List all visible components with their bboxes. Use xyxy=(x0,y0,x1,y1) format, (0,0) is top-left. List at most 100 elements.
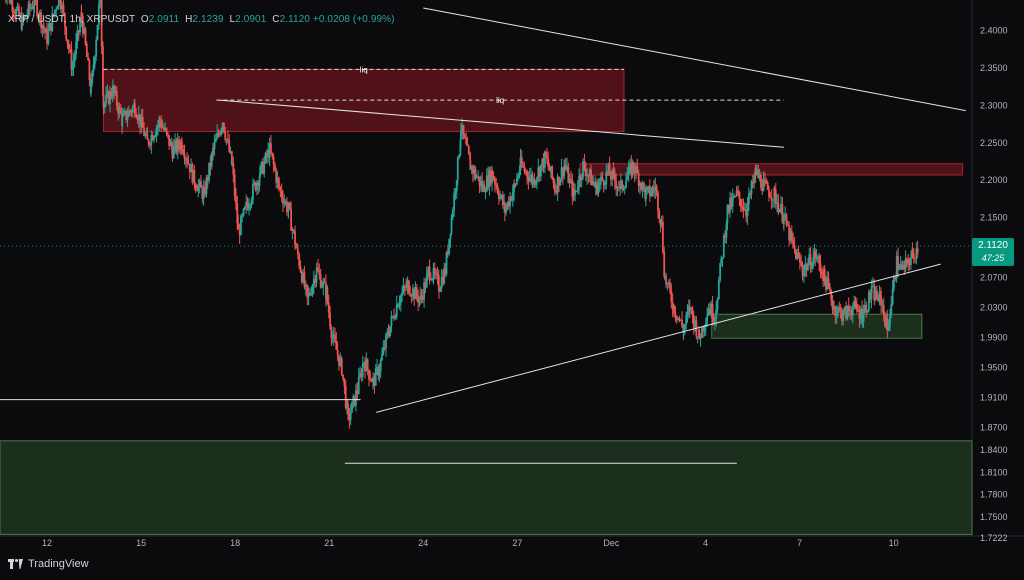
candle-body xyxy=(130,111,133,113)
candle-body xyxy=(867,291,870,311)
candle-body xyxy=(584,169,587,177)
candle-body xyxy=(473,168,476,174)
candle-body xyxy=(379,360,382,372)
candle-body xyxy=(420,295,423,297)
candle-body xyxy=(196,188,198,192)
last-price-badge: 2.1120 47:25 xyxy=(972,238,1014,267)
candle-body xyxy=(242,208,245,216)
candle-body xyxy=(19,15,22,17)
candle-body xyxy=(497,192,500,199)
candle-body xyxy=(67,43,70,50)
candle-body xyxy=(415,287,418,297)
candle-body xyxy=(180,141,183,150)
y-tick-label: 2.2500 xyxy=(980,138,1008,148)
candle-body xyxy=(323,281,326,283)
tradingview-branding[interactable]: TradingView xyxy=(8,558,89,570)
candle-body xyxy=(26,14,29,17)
candle-body xyxy=(528,177,531,181)
candle-body xyxy=(10,0,12,4)
candle-body xyxy=(40,12,42,29)
candle-body xyxy=(507,201,510,207)
candle-body xyxy=(796,252,799,260)
x-tick-label: 27 xyxy=(512,538,522,548)
candle-body xyxy=(488,170,491,188)
candle-body xyxy=(670,290,673,303)
candle-body xyxy=(413,288,416,299)
candle-body xyxy=(635,166,637,174)
candle-body xyxy=(214,138,217,142)
candle-body xyxy=(782,215,785,224)
candle-body xyxy=(710,303,713,315)
y-tick-label: 1.9900 xyxy=(980,332,1008,342)
candle-body xyxy=(582,161,584,178)
candle-body xyxy=(198,181,201,186)
candle-body xyxy=(739,199,742,207)
candle-body xyxy=(597,184,600,194)
candle-body xyxy=(327,302,330,313)
candle-body xyxy=(44,28,46,33)
candle-body xyxy=(383,347,386,349)
candle-body xyxy=(386,331,389,335)
candle-body xyxy=(715,309,718,319)
candle-body xyxy=(321,286,323,288)
candle-body xyxy=(403,286,406,288)
candle-body xyxy=(343,378,346,387)
candle-body xyxy=(66,39,69,44)
candle-body xyxy=(169,141,172,146)
candle-body xyxy=(903,264,906,270)
candle-body xyxy=(205,177,208,195)
candle-body xyxy=(395,304,398,317)
candle-body xyxy=(435,273,438,275)
candle-body xyxy=(261,161,264,174)
candle-body xyxy=(815,257,818,259)
candle-body xyxy=(790,230,793,240)
candle-body xyxy=(865,304,868,313)
candle-body xyxy=(805,264,808,271)
candle-body xyxy=(351,401,353,413)
candle-body xyxy=(88,60,91,81)
candle-body xyxy=(872,285,874,287)
candle-body xyxy=(38,12,41,17)
candle-body xyxy=(110,91,113,97)
candle-body xyxy=(889,314,891,327)
candle-body xyxy=(298,254,301,266)
candle-body xyxy=(353,395,356,406)
candle-body xyxy=(575,190,578,192)
candle-body xyxy=(437,275,440,290)
candle-body xyxy=(200,181,202,188)
candle-body xyxy=(837,307,839,314)
candle-body xyxy=(519,157,522,171)
candle-body xyxy=(103,103,106,108)
candle-body xyxy=(820,271,823,275)
candle-body xyxy=(743,209,746,211)
candle-body xyxy=(191,164,194,183)
candle-body xyxy=(792,239,794,243)
candle-body xyxy=(835,313,838,317)
candle-body xyxy=(677,317,679,320)
candle-body xyxy=(612,170,615,173)
candle-body xyxy=(290,208,292,231)
x-tick-label: 18 xyxy=(230,538,240,548)
candle-body xyxy=(847,305,850,311)
candle-body xyxy=(270,143,272,153)
candle-body xyxy=(389,326,392,337)
candle-body xyxy=(356,392,359,394)
candle-body xyxy=(405,287,408,289)
candle-body xyxy=(236,203,239,224)
candle-body xyxy=(861,321,864,324)
candle-body xyxy=(263,161,266,174)
candle-body xyxy=(212,147,215,150)
candle-body xyxy=(654,185,657,191)
candle-body xyxy=(758,174,761,178)
candle-body xyxy=(186,158,189,163)
candle-body xyxy=(80,12,83,17)
candle-body xyxy=(551,166,554,179)
candle-body xyxy=(876,290,878,299)
candle-body xyxy=(22,16,25,19)
candle-body xyxy=(369,379,372,381)
candle-body xyxy=(722,235,725,258)
candle-body xyxy=(221,122,224,127)
candle-body xyxy=(713,318,716,322)
candle-body xyxy=(515,177,518,185)
